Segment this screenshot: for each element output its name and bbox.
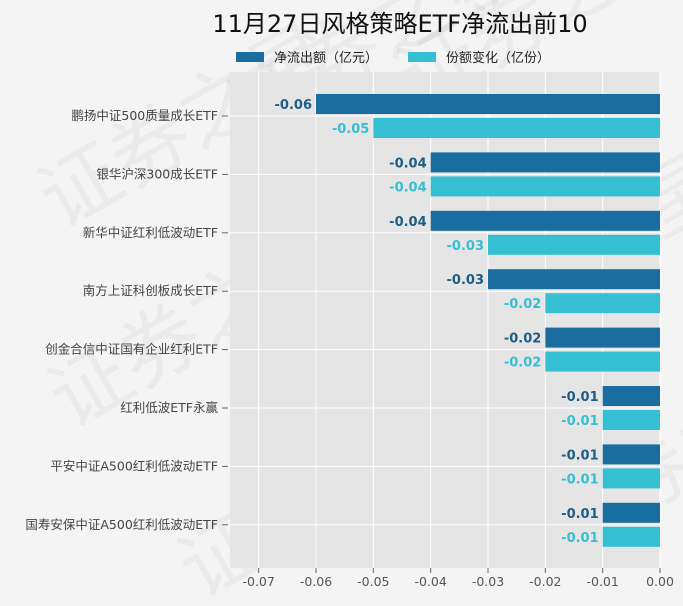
x-tick-label: 0.00 — [646, 574, 674, 589]
category-label: 鹏扬中证500质量成长ETF — [71, 108, 218, 123]
x-tick-label: -0.01 — [586, 574, 618, 589]
bar-share-change — [430, 176, 660, 197]
data-label: -0.03 — [447, 273, 484, 288]
bar-net-outflow — [430, 152, 660, 173]
x-tick-label: -0.02 — [529, 574, 561, 589]
bar-net-outflow — [545, 327, 660, 348]
legend-label: 净流出额（亿元） — [274, 51, 378, 66]
legend-swatch — [408, 52, 436, 62]
data-label: -0.01 — [561, 390, 598, 405]
category-label: 红利低波ETF永赢 — [120, 400, 218, 415]
x-tick-label: -0.06 — [300, 574, 332, 589]
bar-share-change — [488, 234, 660, 255]
category-label: 新华中证红利低波动ETF — [83, 225, 218, 240]
bar-share-change — [602, 526, 660, 547]
bar-share-change — [373, 118, 660, 138]
category-label: 南方上证科创板成长ETF — [83, 283, 218, 298]
data-label: -0.04 — [389, 156, 426, 171]
bar-net-outflow — [602, 502, 660, 523]
category-label: 银华沪深300成长ETF — [96, 166, 218, 181]
bar-net-outflow — [430, 210, 660, 231]
data-label: -0.04 — [389, 180, 426, 195]
data-label: -0.06 — [275, 98, 312, 113]
data-label: -0.02 — [504, 332, 541, 347]
data-label: -0.05 — [332, 122, 369, 137]
category-label: 国寿安保中证A500红利低波动ETF — [25, 517, 218, 532]
legend-swatch — [236, 52, 264, 62]
category-label: 创金合信中证国有企业红利ETF — [45, 342, 218, 357]
legend-label: 份额变化（亿份） — [446, 50, 550, 66]
data-label: -0.01 — [561, 531, 598, 546]
data-label: -0.02 — [504, 297, 541, 312]
bar-share-change — [545, 351, 660, 372]
bar-net-outflow — [602, 386, 660, 406]
x-tick-label: -0.03 — [472, 574, 504, 589]
plot-area — [230, 72, 660, 568]
bar-net-outflow — [488, 269, 660, 290]
data-label: -0.01 — [561, 448, 598, 463]
x-tick-label: -0.07 — [242, 574, 274, 589]
bar-net-outflow — [316, 94, 660, 114]
x-tick-label: -0.04 — [414, 574, 446, 589]
data-label: -0.01 — [561, 472, 598, 487]
data-label: -0.04 — [389, 215, 426, 230]
data-label: -0.01 — [561, 507, 598, 522]
data-label: -0.02 — [504, 356, 541, 371]
category-label: 平安中证A500红利低波动ETF — [50, 458, 218, 473]
bar-net-outflow — [602, 444, 660, 465]
bar-share-change — [602, 410, 660, 430]
bar-share-change — [602, 468, 660, 489]
data-label: -0.01 — [561, 414, 598, 429]
data-label: -0.03 — [447, 239, 484, 254]
bar-share-change — [545, 293, 660, 314]
x-tick-label: -0.05 — [357, 574, 389, 589]
chart-title: 11月27日风格策略ETF净流出前10 — [212, 10, 587, 38]
